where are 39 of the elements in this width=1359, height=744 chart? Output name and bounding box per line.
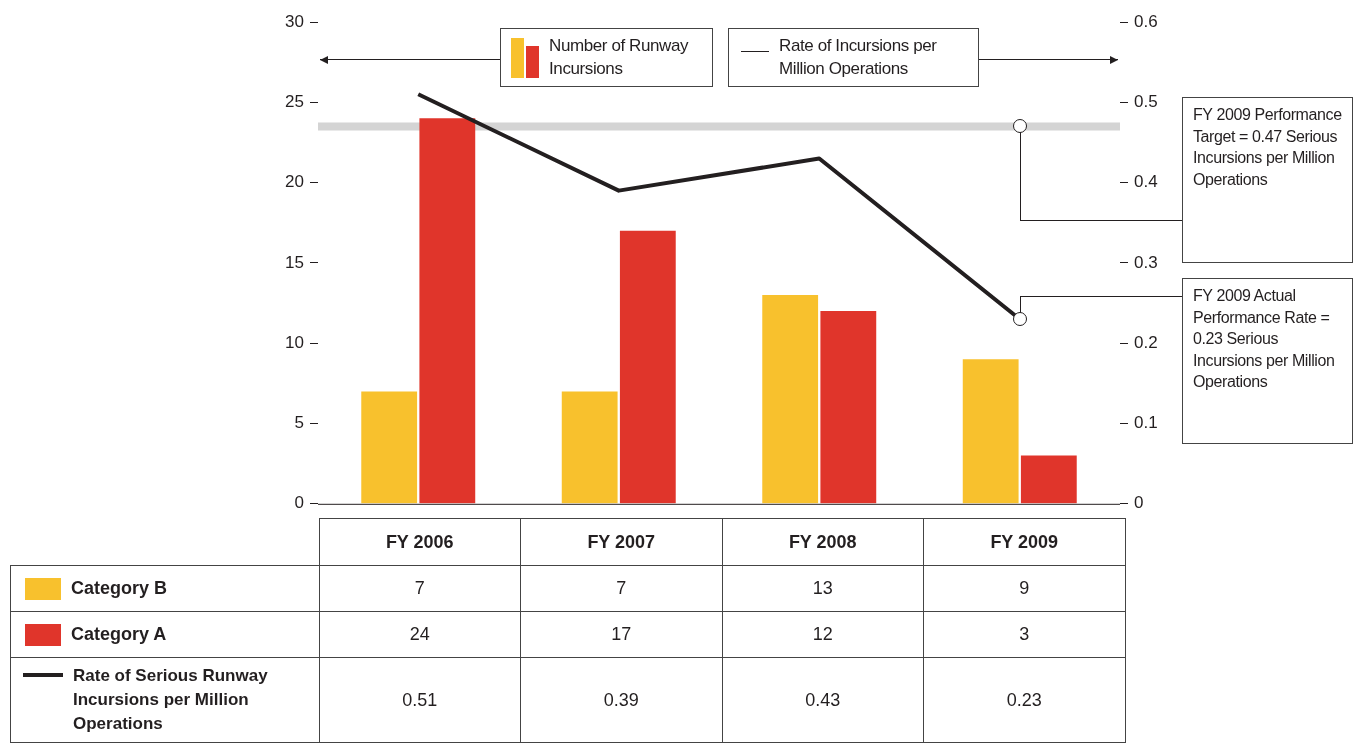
y-tick-label: 30 [285,11,304,31]
data-label: 7 [520,565,722,612]
legend-label: Rate of Serious Runway Incursions per Million Operations [73,665,269,735]
legend-label: Category A [71,624,167,645]
legend-box: Rate of Incursions per Million Operations [728,28,979,87]
y-tick-label: 20 [285,172,304,192]
legend-box: Number of Runway Incursions [500,28,713,87]
y-axis-title: Number of Runway Incursions [549,35,690,80]
data-label: 0.51 [319,657,521,743]
text: FY 2009 Actual Performance Rate = 0.23 Serious Incursions per Million Operations [1182,278,1353,444]
legend-label: Category B [71,578,168,599]
text: FY 2009 Performance Target = 0.47 Serious Incursions per Million Operations [1182,97,1353,263]
data-label: 9 [923,565,1125,612]
x-tick-label: FY 2008 [722,518,924,566]
y2-tick-label: 0 [1134,493,1144,513]
y2-tick-label: 0.5 [1134,91,1158,111]
y-tick-label: 15 [285,252,304,272]
data-label: 7 [319,565,521,612]
y2-tick-label: 0.4 [1134,172,1158,192]
y-tick-label: 5 [294,413,304,433]
y2-tick-label: 0.6 [1134,11,1158,31]
y2-tick-label: 0.3 [1134,252,1158,272]
data-label: 0.23 [923,657,1125,743]
data-label: 17 [520,611,722,658]
x-tick-label: FY 2009 [923,518,1125,566]
data-label: 13 [722,565,924,612]
data-label: 12 [722,611,924,658]
y-tick-label: 0 [294,493,304,513]
x-tick-label: FY 2007 [520,518,722,566]
data-label: 24 [319,611,521,658]
data-label: 0.43 [722,657,924,743]
x-tick-label: FY 2006 [319,518,521,566]
y2-tick-label: 0.2 [1134,332,1158,352]
y-tick-label: 10 [285,332,304,352]
data-label: 3 [923,611,1125,658]
y2-axis-title: Rate of Incursions per Million Operations [779,35,938,80]
y-tick-label: 25 [285,91,304,111]
data-label: 0.39 [520,657,722,743]
y2-tick-label: 0.1 [1134,413,1158,433]
